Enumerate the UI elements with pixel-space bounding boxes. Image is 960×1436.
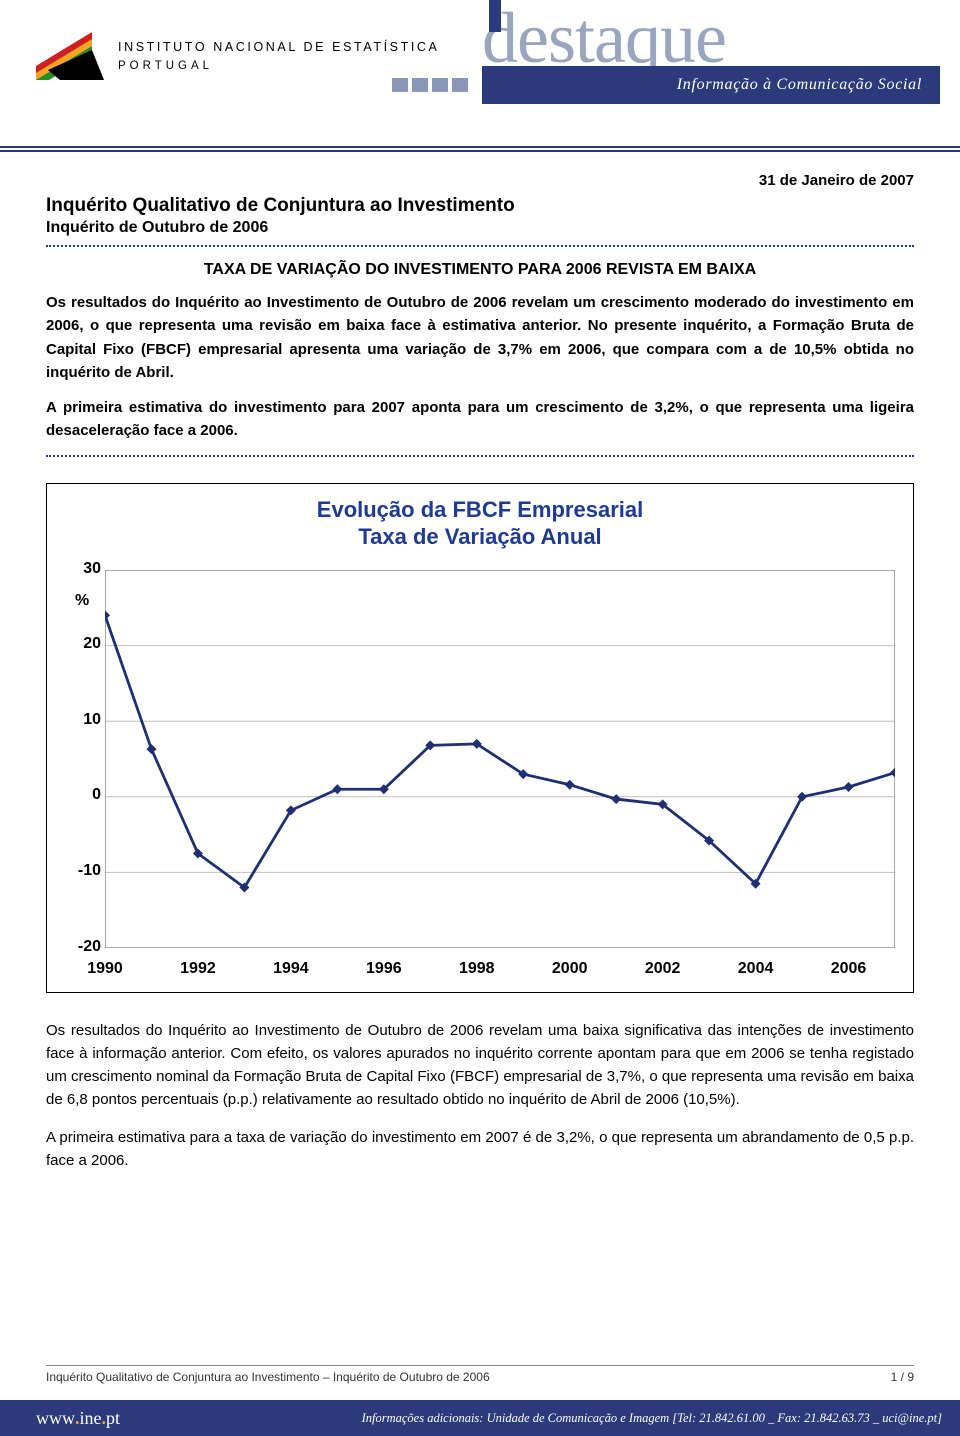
ine-logo-mark <box>36 32 104 80</box>
footer-bar: www.ine.pt Informações adicionais: Unida… <box>0 1400 960 1436</box>
dotted-divider <box>46 245 914 247</box>
destaque-brand: destaque Informação à Comunicação Social <box>482 8 940 103</box>
chart-ytick-label: 30 <box>61 560 101 578</box>
body-paragraph-2: A primeira estimativa para a taxa de var… <box>46 1126 914 1173</box>
chart-xtick-label: 1992 <box>180 960 216 978</box>
ine-logo-text: INSTITUTO NACIONAL DE ESTATÍSTICA PORTUG… <box>118 40 439 72</box>
org-name: INSTITUTO NACIONAL DE ESTATÍSTICA <box>118 40 439 54</box>
chart-xtick-label: 2000 <box>552 960 588 978</box>
chart-title-line1: Evolução da FBCF Empresarial <box>59 496 901 524</box>
title-block: 31 de Janeiro de 2007 Inquérito Qualitat… <box>0 158 960 247</box>
footline-page-number: 1 / 9 <box>891 1370 914 1384</box>
chart-xtick-label: 2004 <box>738 960 774 978</box>
destaque-squares-icon <box>392 78 468 92</box>
chart-ytick-label: -10 <box>61 862 101 880</box>
chart-xtick-label: 1996 <box>366 960 402 978</box>
fbcf-chart: Evolução da FBCF Empresarial Taxa de Var… <box>46 483 914 993</box>
chart-ytick-label: 0 <box>61 786 101 804</box>
page-header: INSTITUTO NACIONAL DE ESTATÍSTICA PORTUG… <box>0 0 960 158</box>
chart-ytick-label: -20 <box>61 938 101 956</box>
chart-y-unit: % <box>75 592 89 610</box>
page-footline: Inquérito Qualitativo de Conjuntura ao I… <box>46 1365 914 1384</box>
document-title: Inquérito Qualitativo de Conjuntura ao I… <box>46 195 914 217</box>
chart-xtick-label: 2002 <box>645 960 681 978</box>
chart-title-block: Evolução da FBCF Empresarial Taxa de Var… <box>59 496 901 551</box>
chart-title-line2: Taxa de Variação Anual <box>59 523 901 551</box>
header-top: INSTITUTO NACIONAL DE ESTATÍSTICA PORTUG… <box>0 0 960 112</box>
header-divider <box>0 146 960 152</box>
chart-xtick-label: 2006 <box>831 960 867 978</box>
document-subtitle: Inquérito de Outubro de 2006 <box>46 219 914 237</box>
chart-svg <box>105 570 895 948</box>
footer-url: www.ine.pt <box>36 1408 120 1429</box>
org-country: PORTUGAL <box>118 60 439 72</box>
chart-plot-area <box>105 570 895 948</box>
footer-contact: Informações adicionais: Unidade de Comun… <box>362 1411 942 1426</box>
chart-xtick-label: 1998 <box>459 960 495 978</box>
summary-paragraph-1: Os resultados do Inquérito ao Investimen… <box>46 291 914 384</box>
body-paragraph-1: Os resultados do Inquérito ao Investimen… <box>46 1019 914 1112</box>
release-date: 31 de Janeiro de 2007 <box>46 172 914 189</box>
ine-logo: INSTITUTO NACIONAL DE ESTATÍSTICA PORTUG… <box>36 32 439 80</box>
footline-left: Inquérito Qualitativo de Conjuntura ao I… <box>46 1370 490 1384</box>
summary-section: TAXA DE VARIAÇÃO DO INVESTIMENTO PARA 20… <box>0 247 960 443</box>
body-section: Os resultados do Inquérito ao Investimen… <box>0 993 960 1173</box>
chart-ytick-label: 10 <box>61 711 101 729</box>
dotted-divider-2 <box>46 455 914 457</box>
summary-paragraph-2: A primeira estimativa do investimento pa… <box>46 396 914 443</box>
chart-ytick-label: 20 <box>61 635 101 653</box>
destaque-d-bar-icon <box>489 0 501 32</box>
chart-xtick-label: 1990 <box>87 960 123 978</box>
summary-heading: TAXA DE VARIAÇÃO DO INVESTIMENTO PARA 20… <box>46 261 914 279</box>
destaque-wordmark: destaque <box>482 8 726 69</box>
destaque-tagline-bar: Informação à Comunicação Social <box>482 66 940 104</box>
destaque-tagline: Informação à Comunicação Social <box>677 76 922 94</box>
chart-xtick-label: 1994 <box>273 960 309 978</box>
